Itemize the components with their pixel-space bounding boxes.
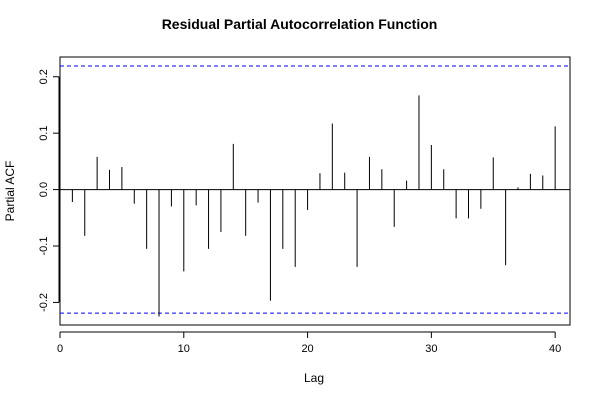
y-tick-label: 0.2 bbox=[38, 69, 50, 84]
chart-title: Residual Partial Autocorrelation Functio… bbox=[162, 16, 438, 32]
x-tick-label: 20 bbox=[301, 343, 313, 355]
x-tick-label: 30 bbox=[425, 343, 437, 355]
pacf-bars bbox=[71, 95, 556, 317]
y-tick-label: -0.1 bbox=[38, 237, 50, 256]
x-tick-label: 10 bbox=[178, 343, 190, 355]
confidence-bounds bbox=[60, 65, 570, 314]
y-axis-label: Partial ACF bbox=[3, 161, 17, 222]
y-tick-label: -0.2 bbox=[38, 293, 50, 312]
x-axis: 0 10 20 30 40 bbox=[57, 331, 561, 355]
x-tick-label: 40 bbox=[549, 343, 561, 355]
plot-box bbox=[59, 56, 571, 326]
y-tick-label: 0.1 bbox=[38, 126, 50, 141]
x-axis-label: Lag bbox=[304, 371, 324, 385]
y-tick-label: 0.0 bbox=[38, 182, 50, 197]
y-axis: -0.2 -0.1 0.0 0.1 0.2 bbox=[38, 69, 60, 312]
x-tick-label: 0 bbox=[57, 343, 63, 355]
